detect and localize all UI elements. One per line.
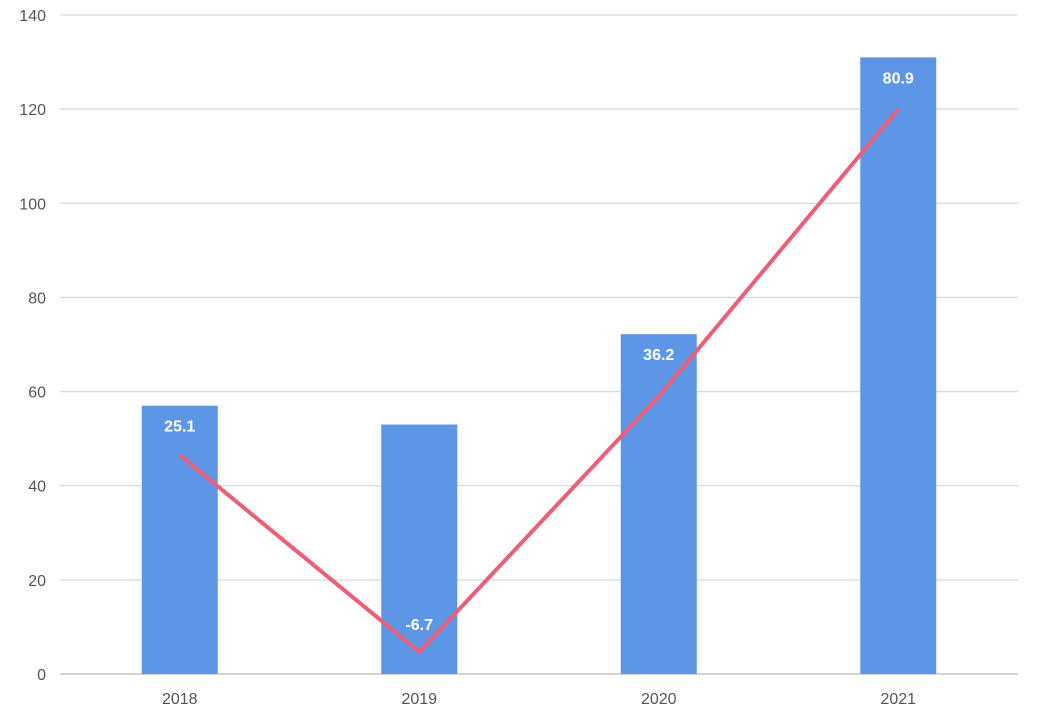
data-labels: 25.1 -6.7 36.2 80.9 bbox=[164, 70, 914, 634]
bar-2021 bbox=[860, 57, 937, 675]
x-axis-ticks: 2018 2019 2020 2021 bbox=[162, 691, 916, 708]
data-label: 80.9 bbox=[883, 70, 914, 87]
y-tick-label: 100 bbox=[19, 196, 46, 213]
x-tick-label: 2020 bbox=[641, 691, 677, 708]
x-tick-label: 2018 bbox=[162, 691, 198, 708]
bar-2020 bbox=[620, 334, 697, 674]
y-tick-label: 0 bbox=[37, 667, 46, 684]
line-series bbox=[178, 107, 900, 654]
y-tick-label: 140 bbox=[19, 8, 46, 25]
y-tick-label: 80 bbox=[28, 290, 46, 307]
x-tick-label: 2021 bbox=[880, 691, 916, 708]
y-tick-label: 20 bbox=[28, 573, 46, 590]
y-tick-label: 120 bbox=[19, 102, 46, 119]
x-tick-label: 2019 bbox=[401, 691, 437, 708]
y-tick-label: 60 bbox=[28, 385, 46, 402]
bars bbox=[141, 57, 937, 675]
data-label: 36.2 bbox=[643, 347, 674, 364]
data-label: -6.7 bbox=[405, 617, 433, 634]
bar-2019 bbox=[381, 424, 458, 674]
y-axis-ticks: 0 20 40 60 80 100 120 140 bbox=[19, 8, 46, 684]
data-label: 25.1 bbox=[164, 419, 195, 436]
bar-2018 bbox=[141, 405, 218, 674]
line-path bbox=[178, 107, 900, 654]
y-tick-label: 40 bbox=[28, 479, 46, 496]
